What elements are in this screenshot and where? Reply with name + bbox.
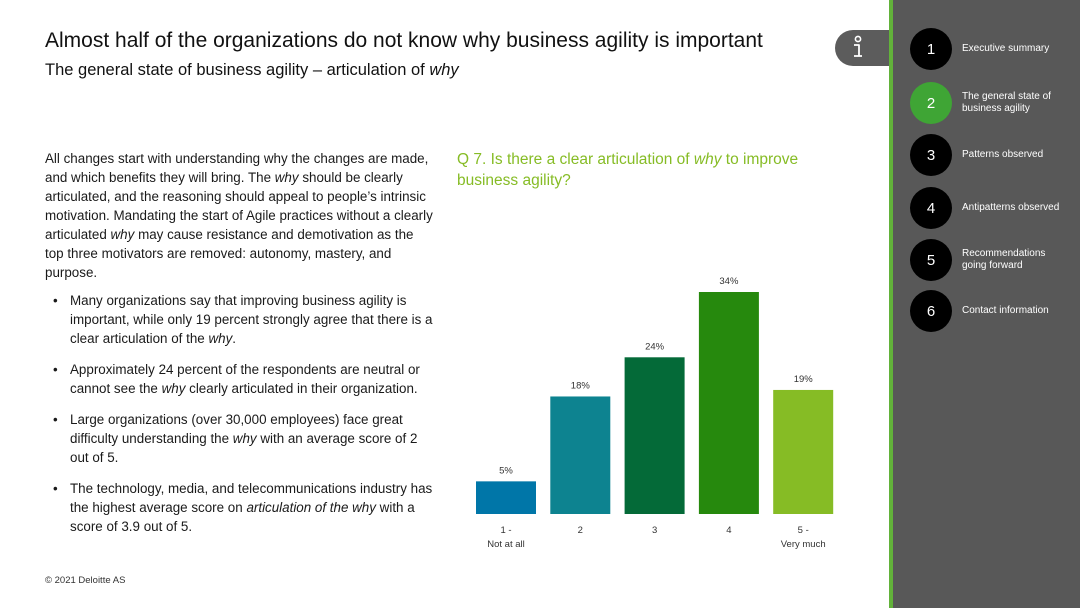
emphasis-text: why bbox=[232, 431, 257, 446]
sidebar-item-3[interactable]: 3 Patterns observed bbox=[893, 134, 1080, 176]
sidebar-item-6[interactable]: 6 Contact information bbox=[893, 290, 1080, 332]
sidebar-item-label: Recommendations going forward bbox=[962, 248, 1046, 271]
bar bbox=[624, 357, 685, 514]
chart-question: Q 7. Is there a clear articulation of wh… bbox=[457, 149, 837, 191]
sidebar-item-5[interactable]: 5 Recommendations going forward bbox=[893, 239, 1080, 281]
x-tick-label: 1 - bbox=[500, 525, 511, 536]
text-run: . bbox=[232, 331, 237, 346]
emphasis-text: why bbox=[161, 381, 186, 396]
section-number-badge: 6 bbox=[910, 290, 952, 332]
emphasis-text: why bbox=[274, 170, 299, 185]
copyright: © 2021 Deloitte AS bbox=[45, 575, 126, 586]
info-button[interactable] bbox=[835, 30, 895, 66]
body-text: All changes start with understanding why… bbox=[45, 149, 433, 548]
section-number-badge: 1 bbox=[910, 28, 952, 70]
bar bbox=[476, 481, 536, 514]
data-label: 24% bbox=[645, 341, 665, 352]
text-run: All changes start with understanding why… bbox=[45, 151, 429, 185]
text-run: may cause resistance and demotivation as… bbox=[45, 227, 414, 280]
sidebar-nav: 1 Executive summary 2 The general state of … bbox=[889, 0, 1080, 608]
x-tick-label: 2 bbox=[578, 525, 583, 536]
bar bbox=[550, 396, 611, 514]
info-icon bbox=[854, 35, 862, 57]
bar bbox=[773, 389, 834, 514]
section-number-badge: 3 bbox=[910, 134, 952, 176]
subtitle-emphasis: why bbox=[429, 61, 459, 79]
emphasis-text: articulation of the why bbox=[246, 500, 376, 515]
x-tick-sublabel: Not at all bbox=[487, 539, 525, 550]
section-number-badge: 4 bbox=[910, 187, 952, 229]
bullet-item: The technology, media, and telecommunica… bbox=[45, 479, 433, 536]
question-emphasis: why bbox=[693, 151, 722, 168]
bar bbox=[698, 292, 759, 514]
data-label: 34% bbox=[719, 276, 739, 287]
x-tick-label: 4 bbox=[726, 525, 731, 536]
text-run: with a score of 3.9 out of 5. bbox=[70, 500, 415, 534]
text-run: Large organizations (over 30,000 employe… bbox=[70, 412, 403, 446]
sidebar-item-label: Antipatterns observed bbox=[962, 202, 1060, 213]
data-label: 5% bbox=[499, 465, 513, 476]
x-tick-label: 5 - bbox=[798, 525, 809, 536]
emphasis-text: why bbox=[208, 331, 233, 346]
sidebar-item-label: Contact information bbox=[962, 305, 1049, 316]
text-run: should be clearly articulated, and the r… bbox=[45, 170, 433, 242]
subtitle-text: The general state of business agility – … bbox=[45, 61, 430, 79]
intro-paragraph: All changes start with understanding why… bbox=[45, 149, 433, 282]
sidebar-item-2[interactable]: 2 The general state of business agility bbox=[893, 82, 1080, 124]
text-run: clearly articulated in their organizatio… bbox=[185, 381, 418, 396]
bullet-item: Large organizations (over 30,000 employe… bbox=[45, 410, 433, 467]
data-label: 18% bbox=[571, 380, 591, 391]
section-number-badge: 2 bbox=[910, 82, 952, 124]
text-run: with an average score of 2 out of 5. bbox=[70, 431, 418, 465]
sidebar-item-label: Patterns observed bbox=[962, 149, 1044, 160]
data-label: 19% bbox=[794, 374, 814, 385]
question-suffix: to improve business agility? bbox=[457, 151, 799, 189]
page-title: Almost half of the organizations do not … bbox=[45, 29, 763, 52]
section-number-badge: 5 bbox=[910, 239, 952, 281]
text-run: Approximately 24 percent of the responde… bbox=[70, 362, 420, 396]
sidebar-item-label: Executive summary bbox=[962, 43, 1050, 54]
bullet-list: Many organizations say that improving bu… bbox=[45, 291, 433, 536]
text-run: Many organizations say that improving bu… bbox=[70, 293, 433, 346]
emphasis-text: why bbox=[110, 227, 135, 242]
text-run: The technology, media, and telecommunica… bbox=[70, 481, 433, 515]
x-tick-label: 3 bbox=[652, 525, 657, 536]
bullet-item: Many organizations say that improving bu… bbox=[45, 291, 433, 348]
sidebar-item-1[interactable]: 1 Executive summary bbox=[893, 28, 1080, 70]
bullet-item: Approximately 24 percent of the responde… bbox=[45, 360, 433, 398]
page-subtitle: The general state of business agility – … bbox=[45, 61, 459, 80]
sidebar-item-4[interactable]: 4 Antipatterns observed bbox=[893, 187, 1080, 229]
x-tick-sublabel: Very much bbox=[781, 539, 826, 550]
question-text: Q 7. Is there a clear articulation of bbox=[457, 151, 694, 168]
sidebar-item-label: The general state of business agility bbox=[962, 91, 1051, 114]
